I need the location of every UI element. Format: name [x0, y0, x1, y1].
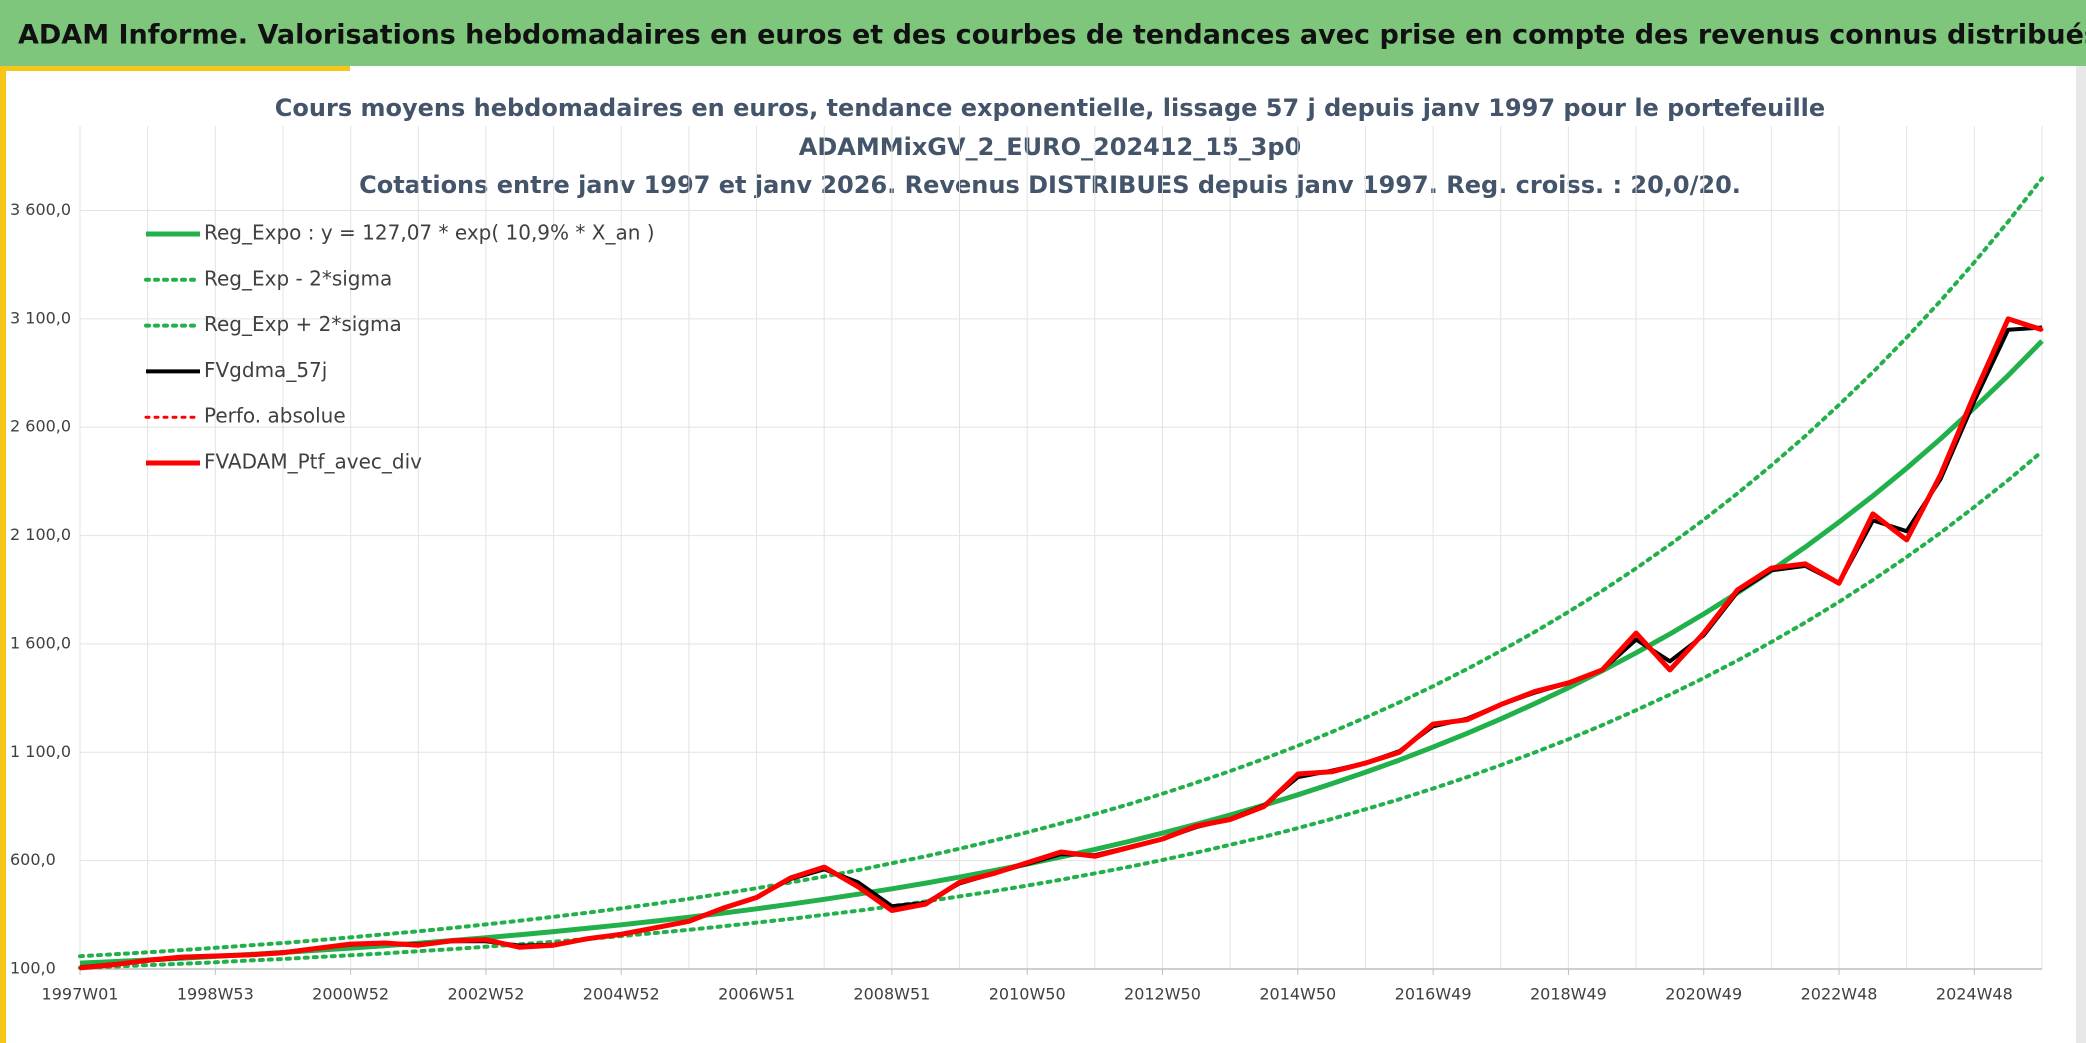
legend-label: Reg_Expo : y = 127,07 * exp( 10,9% * X_a…	[204, 221, 655, 245]
series-line	[79, 339, 2044, 966]
series-line	[79, 316, 2043, 971]
legend-item: Reg_Expo : y = 127,07 * exp( 10,9% * X_a…	[146, 221, 655, 245]
x-tick-label: 2000W52	[312, 985, 389, 1004]
x-tick-label: 2008W51	[853, 985, 930, 1004]
x-tick-label: 2002W52	[447, 985, 524, 1004]
series-line	[79, 325, 2043, 970]
x-tick-label: 2020W49	[1665, 985, 1742, 1004]
y-tick-label: 1 100,0	[10, 742, 71, 761]
header-title: ADAM Informe. Valorisations hebdomadaire…	[18, 20, 2086, 51]
x-tick-label: 2016W49	[1395, 985, 1472, 1004]
x-tick-label: 2006W51	[718, 985, 795, 1004]
legend-label: Reg_Exp + 2*sigma	[204, 312, 402, 336]
y-tick-label: 100,0	[10, 959, 56, 978]
y-tick-label: 3 600,0	[10, 200, 71, 219]
y-tick-label: 1 600,0	[10, 633, 71, 652]
chart-title: ADAMMixGV_2_EURO_202412_15_3p0	[799, 133, 1301, 161]
x-tick-label: 2018W49	[1530, 985, 1607, 1004]
series-line	[78, 176, 2044, 959]
accent	[0, 66, 350, 71]
y-tick-label: 2 600,0	[10, 417, 71, 436]
x-tick-label: 2012W50	[1124, 985, 1201, 1004]
series-line	[78, 449, 2044, 970]
legend-label: Reg_Exp - 2*sigma	[204, 266, 392, 290]
legend-item: FVgdma_57j	[146, 358, 327, 382]
y-tick-label: 3 100,0	[10, 308, 71, 327]
header-bar	[0, 0, 2086, 66]
x-tick-label: 1998W53	[177, 985, 254, 1004]
chart-title: Cours moyens hebdomadaires en euros, ten…	[275, 94, 1825, 122]
x-tick-label: 2022W48	[1801, 985, 1878, 1004]
legend-label: Perfo. absolue	[204, 404, 346, 428]
legend-label: FVgdma_57j	[204, 358, 327, 382]
accent	[0, 66, 6, 1043]
series-line	[78, 317, 2044, 970]
frame	[2076, 66, 2086, 1043]
legend-label: FVADAM_Ptf_avec_div	[204, 450, 422, 474]
legend-item: Perfo. absolue	[144, 404, 346, 428]
legend-item: Reg_Exp + 2*sigma	[144, 312, 402, 336]
x-tick-label: 1997W01	[42, 985, 119, 1004]
x-tick-label: 2024W48	[1936, 985, 2013, 1004]
y-tick-label: 2 100,0	[10, 525, 71, 544]
legend-item: Reg_Exp - 2*sigma	[144, 266, 392, 290]
x-tick-label: 2004W52	[583, 985, 660, 1004]
y-tick-label: 600,0	[10, 850, 56, 869]
legend-item: FVADAM_Ptf_avec_div	[146, 450, 422, 474]
x-tick-label: 2010W50	[989, 985, 1066, 1004]
x-tick-label: 2014W50	[1259, 985, 1336, 1004]
chart-title: Cotations entre janv 1997 et janv 2026. …	[359, 171, 1741, 199]
